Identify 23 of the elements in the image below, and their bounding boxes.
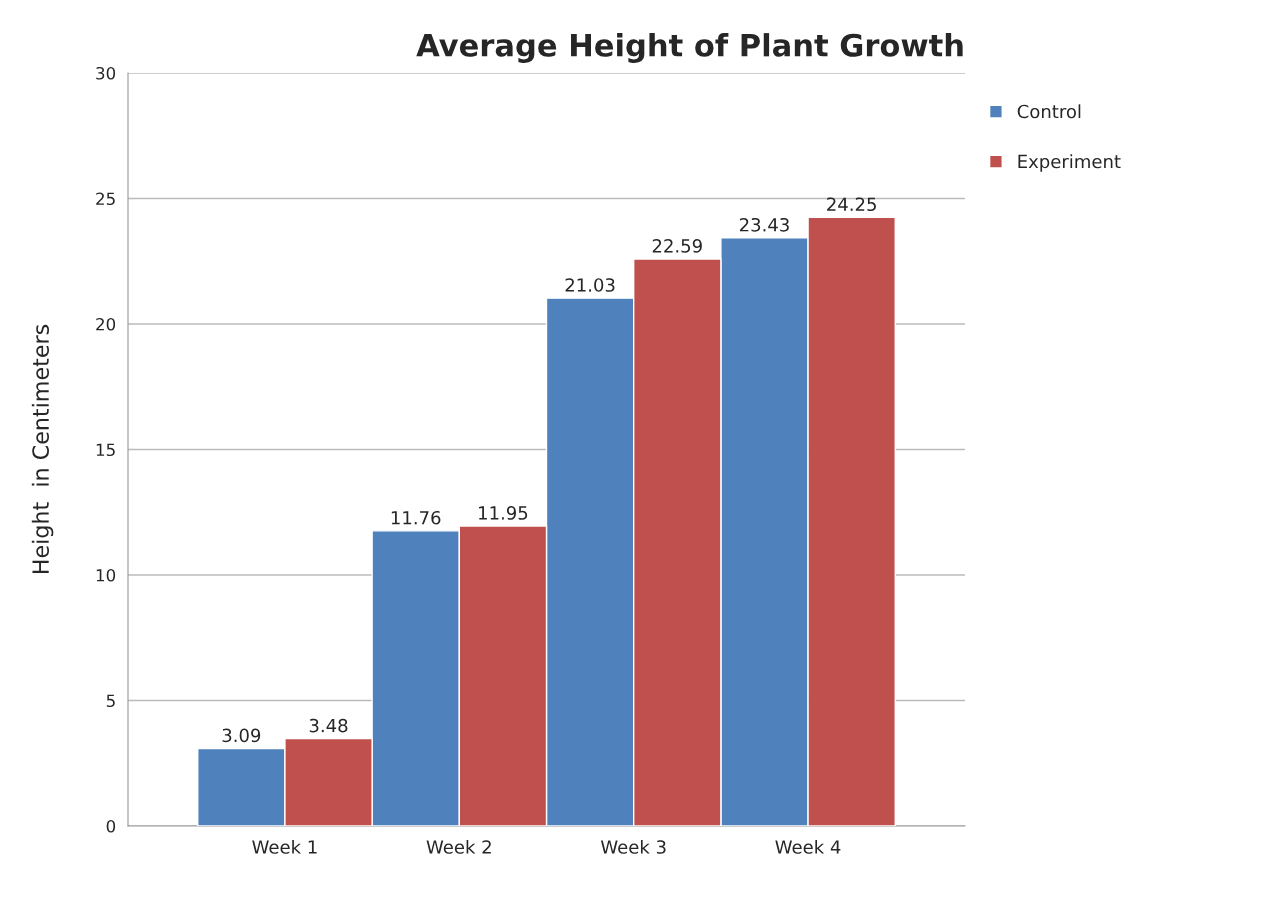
data-label: 11.76	[391, 510, 441, 525]
data-label: 3.48	[309, 718, 348, 733]
data-label: 11.95	[479, 506, 528, 520]
data-label: 21.03	[565, 278, 615, 292]
data-label: 23.43	[739, 217, 789, 232]
data-label: 3.09	[222, 728, 261, 743]
y-tick-label: 30	[96, 66, 116, 80]
legend-label: Experiment	[1018, 154, 1121, 172]
x-tick-label: Week 2	[426, 839, 491, 854]
y-tick-label: 20	[96, 317, 116, 331]
y-tick-label: 0	[106, 819, 116, 833]
y-tick-label: 25	[96, 192, 115, 206]
y-tick-label: 5	[106, 694, 115, 708]
chart-title: Average Height of Plant Growth	[416, 33, 963, 63]
y-tick-label: 10	[96, 568, 116, 582]
x-tick-label: Week 1	[252, 839, 317, 854]
data-label: 22.59	[652, 239, 702, 253]
legend-label: Control	[1017, 104, 1081, 119]
x-tick-label: Week 3	[600, 839, 666, 854]
y-axis-title: Height in Centimeters	[31, 324, 54, 574]
x-tick-label: Week 4	[775, 839, 841, 854]
data-label: 24.25	[827, 197, 876, 212]
y-tick-label: 15	[96, 443, 115, 457]
